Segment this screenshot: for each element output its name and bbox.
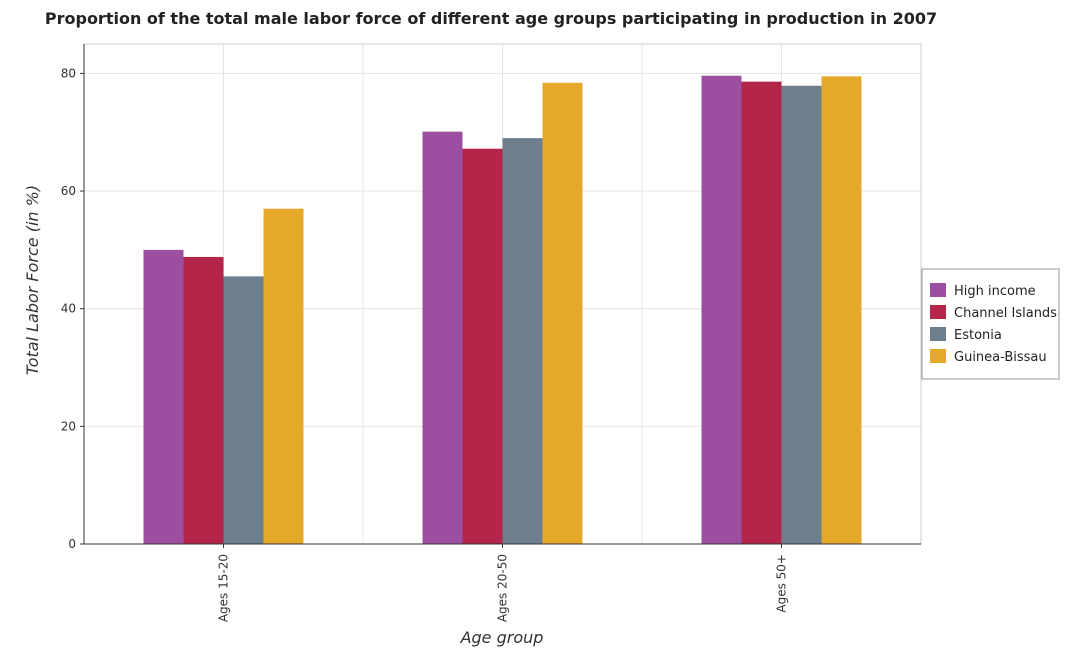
legend-swatch <box>930 305 946 319</box>
bar <box>701 75 742 544</box>
y-tick-label: 40 <box>61 302 76 316</box>
y-tick-label: 60 <box>61 184 76 198</box>
legend-swatch <box>930 283 946 297</box>
bar <box>143 249 184 544</box>
bar <box>263 208 304 545</box>
x-tick-label: Ages 50+ <box>775 554 789 613</box>
legend-label: Estonia <box>954 328 1002 343</box>
legend-label: High income <box>954 284 1036 299</box>
bar <box>422 131 463 544</box>
x-axis-label: Age group <box>460 628 544 647</box>
bar <box>502 138 543 544</box>
chart-title: Proportion of the total male labor force… <box>45 9 937 28</box>
bar <box>781 85 822 544</box>
legend-label: Guinea-Bissau <box>954 350 1047 365</box>
y-tick-label: 0 <box>68 537 76 551</box>
bar <box>462 148 503 545</box>
y-tick-label: 20 <box>61 419 76 433</box>
bar <box>741 81 782 544</box>
bar <box>542 82 583 544</box>
plot-area: 0 20 40 60 80 Ages 15-20 Ages 20-50 Ages 50+ <box>61 43 922 622</box>
bar <box>183 256 224 544</box>
legend-swatch <box>930 349 946 363</box>
y-axis-label: Total Labor Force (in %) <box>23 185 42 375</box>
x-tick-label: Ages 20-50 <box>496 554 510 622</box>
bar <box>821 76 862 545</box>
bar <box>223 276 264 544</box>
y-tick-label: 80 <box>61 66 76 80</box>
legend-label: Channel Islands <box>954 306 1057 321</box>
legend: High income Channel Islands Estonia Guinea-… <box>921 268 1060 380</box>
legend-swatch <box>930 327 946 341</box>
x-tick-label: Ages 15-20 <box>217 554 231 622</box>
